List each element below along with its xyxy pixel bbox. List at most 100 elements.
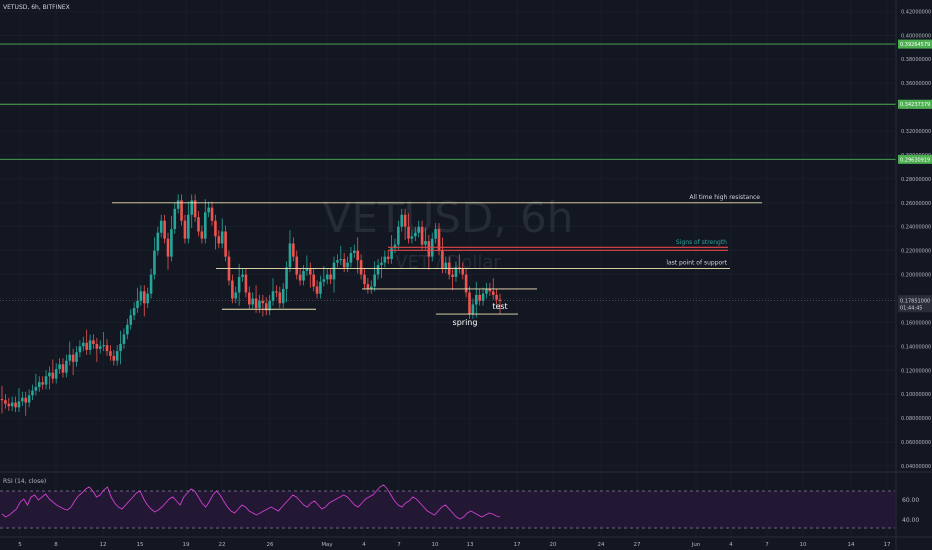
candle-body [27, 395, 31, 403]
annotations: All time high resistance Signs of strengt… [112, 194, 762, 327]
price-tick-label: 0.20000000 [901, 273, 931, 279]
candle-body [356, 250, 360, 261]
candle-body [75, 352, 78, 362]
candle-body [441, 250, 444, 269]
watermark: VETUSD, 6h VET / Dollar [323, 193, 574, 273]
symbol-header[interactable]: VETUSD, 6h, BITFINEX [3, 4, 70, 11]
candle-body [92, 340, 95, 344]
candle-body [386, 256, 390, 260]
candle-body [220, 231, 224, 244]
candle-body [146, 293, 149, 304]
candle-body [471, 304, 475, 315]
candle-body [207, 207, 210, 213]
candle-body [285, 267, 288, 289]
candle-body [420, 226, 424, 245]
candle-body [41, 382, 44, 385]
candle-body [298, 274, 302, 281]
price-label-text: 0.34237379 [900, 102, 930, 108]
time-tick-label: 26 [267, 542, 274, 548]
time-tick-label: 17 [514, 542, 521, 548]
annotation-spring: spring [453, 318, 478, 327]
candle-body [464, 274, 468, 293]
candle-body [214, 220, 217, 237]
candle-body [390, 248, 393, 260]
candle-body [410, 236, 414, 239]
time-axis[interactable]: 5 8 12 15 19 22 26 May 4 7 10 13 17 20 24 27 Jun 4 7 10 14 17 [18, 542, 891, 548]
candle-body [251, 298, 254, 305]
price-tick-label: 0.42000000 [901, 9, 931, 15]
candle-body [495, 294, 498, 300]
candle-body [224, 231, 227, 257]
candle-body [400, 214, 404, 227]
candle-body [407, 226, 410, 239]
candle-body [17, 401, 21, 408]
candle-body [403, 214, 407, 227]
price-axis[interactable]: 0.42000000 0.40000000 0.38000000 0.36000000… [898, 9, 932, 470]
candle-body [248, 292, 251, 305]
price-tick-label: 0.38000000 [901, 57, 931, 63]
candle-body [264, 303, 268, 311]
time-tick-label: May [321, 542, 333, 548]
candle-body [346, 262, 349, 268]
candle-body [268, 300, 271, 311]
price-tick-label: 0.40000000 [901, 33, 931, 39]
price-tick-label: 0.16000000 [901, 320, 931, 326]
price-tick-label: 0.24000000 [901, 225, 931, 231]
candle-body [488, 288, 492, 292]
candle-body [312, 274, 315, 287]
candle-body [271, 291, 275, 301]
candle-body [308, 268, 312, 275]
candle-body [10, 402, 14, 407]
candle-body [129, 315, 133, 325]
time-tick-label: 12 [100, 542, 107, 548]
candle-body [82, 342, 85, 347]
candle-body [163, 220, 166, 239]
candle-body [65, 360, 68, 373]
candle-body [7, 403, 11, 407]
candle-body [0, 398, 4, 401]
candle-body [414, 232, 417, 237]
price-tick-label: 0.10000000 [901, 392, 931, 398]
candle-body [217, 236, 221, 244]
time-tick-label: 10 [800, 542, 807, 548]
candle-body [336, 260, 339, 263]
candle-body [176, 200, 180, 209]
price-label-box [898, 154, 932, 164]
rsi-pane: RSI (14, close) 60.00 40.00 [0, 478, 919, 529]
candle-body [95, 343, 99, 349]
time-tick-label: 4 [362, 542, 366, 548]
candle-body [31, 390, 34, 396]
candle-body [58, 364, 61, 370]
candle-body [288, 243, 292, 268]
annotation-sos: Signs of strength [676, 239, 727, 246]
candle-body [278, 292, 282, 304]
candle-body [424, 241, 427, 245]
candle-body [98, 346, 102, 349]
candle-body [332, 262, 336, 280]
candle-body [339, 259, 343, 261]
candle-body [491, 291, 495, 295]
candle-body [427, 241, 431, 257]
candle-body [397, 226, 400, 245]
candle-body [329, 274, 332, 280]
rsi-tick-60: 60.00 [902, 497, 919, 504]
candle-body [37, 382, 41, 388]
candle-body [363, 274, 366, 285]
price-label-box [898, 99, 932, 109]
candle-body [102, 345, 105, 347]
candle-body [173, 208, 177, 230]
candle-body [474, 294, 478, 305]
candle-body [244, 274, 248, 293]
candle-body [458, 267, 461, 269]
candle-body [241, 274, 244, 277]
candle-body [149, 274, 153, 294]
candle-body [14, 402, 17, 408]
candle-body [88, 340, 92, 350]
candle-body [21, 397, 24, 402]
candle-body [190, 200, 194, 215]
candle-body [373, 274, 376, 287]
candle-body [126, 324, 129, 335]
candle-body [139, 291, 143, 301]
candle-body [193, 200, 197, 218]
